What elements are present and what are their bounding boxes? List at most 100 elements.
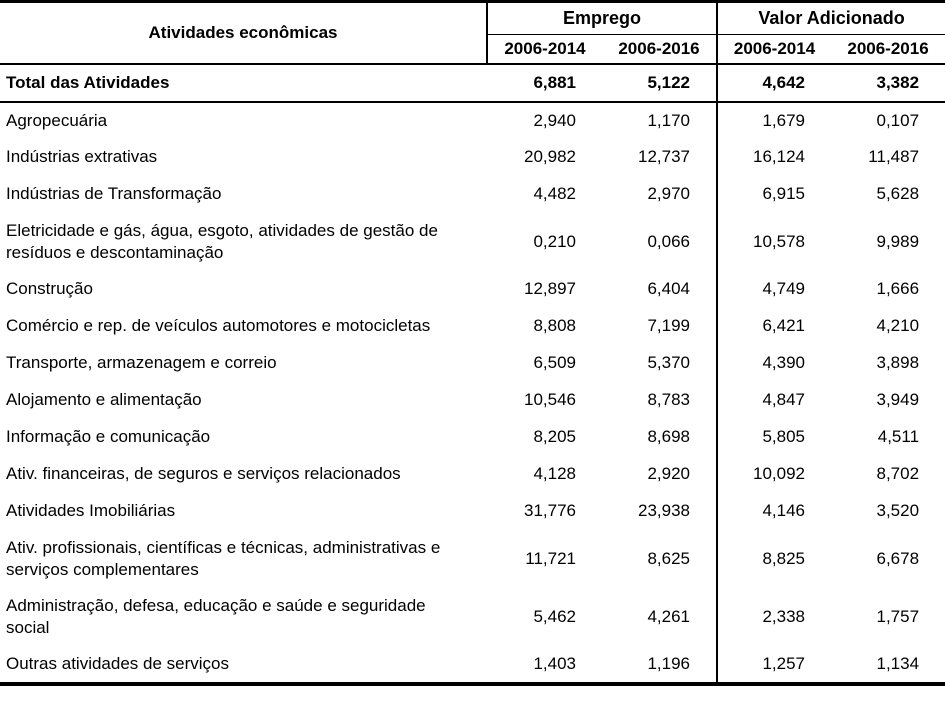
value-cell: 4,210	[876, 316, 920, 335]
value-cell: 1,403	[533, 653, 576, 673]
table-row: Indústrias de Transformação 4,482 2,970 …	[0, 175, 945, 213]
row-label: Comércio e rep. de veículos automotores …	[6, 316, 431, 335]
group-header-row: Atividades econômicas Emprego Valor Adic…	[0, 1, 945, 65]
row-label: Construção	[6, 279, 93, 298]
value-cell: 4,642	[716, 63, 832, 103]
value-cell: 0,066	[647, 231, 691, 251]
value-cell: 4,390	[716, 344, 832, 382]
row-label: Eletricidade e gás, água, esgoto, ativid…	[6, 220, 438, 262]
row-label: Total das Atividades	[0, 63, 487, 103]
value-cell: 12,897	[524, 279, 576, 298]
table-row: Outras atividades de serviços 1,403 1,19…	[0, 645, 945, 684]
value-cell: 1,134	[876, 653, 920, 673]
table-row: Transporte, armazenagem e correio 6,509 …	[0, 344, 945, 382]
value-cell: 3,382	[831, 63, 945, 103]
value-cell: 8,783	[647, 390, 691, 409]
table-row: Construção 12,897 6,404 4,749 1,666	[0, 270, 945, 308]
total-row: Total das Atividades 6,881 5,122 4,642 3…	[0, 63, 945, 103]
value-cell: 20,982	[524, 147, 576, 166]
table-row: Atividades Imobiliárias 31,776 23,938 4,…	[0, 492, 945, 530]
value-cell: 3,520	[876, 501, 920, 520]
table-row: Eletricidade e gás, água, esgoto, ativid…	[0, 212, 945, 271]
value-cell: 8,698	[647, 427, 691, 446]
value-cell: 5,628	[876, 184, 920, 203]
value-cell: 8,625	[647, 548, 691, 568]
value-cell: 4,146	[716, 492, 832, 530]
value-cell: 31,776	[524, 501, 576, 520]
activities-column-header: Atividades econômicas	[0, 1, 487, 65]
value-cell: 1,679	[716, 101, 832, 139]
row-label: Outras atividades de serviços	[6, 653, 229, 673]
value-cell: 10,546	[524, 390, 576, 409]
row-label: Informação e comunicação	[6, 427, 211, 446]
value-cell: 6,421	[716, 307, 832, 345]
table-row: Ativ. financeiras, de seguros e serviços…	[0, 455, 945, 493]
row-label: Transporte, armazenagem e correio	[6, 353, 277, 372]
period-header-emprego-2006-2014: 2006-2014	[486, 34, 602, 65]
value-cell: 3,898	[876, 353, 920, 372]
table-row: Ativ. profissionais, científicas e técni…	[0, 529, 945, 588]
value-cell: 23,938	[638, 501, 691, 520]
table-header: Atividades econômicas Emprego Valor Adic…	[0, 1, 945, 65]
value-cell: 6,678	[876, 548, 920, 568]
value-cell: 5,370	[647, 353, 691, 372]
table-row: Indústrias extrativas 20,982 12,737 16,1…	[0, 138, 945, 176]
table-row: Administração, defesa, educação e saúde …	[0, 587, 945, 646]
value-cell: 1,196	[647, 653, 691, 673]
row-label: Ativ. profissionais, científicas e técni…	[6, 537, 441, 579]
value-cell: 10,092	[716, 455, 832, 493]
value-cell: 4,847	[716, 381, 832, 419]
value-cell: 8,825	[716, 529, 832, 588]
value-cell: 3,949	[876, 390, 920, 409]
value-cell: 1,666	[876, 279, 920, 298]
value-cell: 7,199	[647, 316, 691, 335]
value-cell: 1,170	[647, 110, 691, 130]
row-label: Administração, defesa, educação e saúde …	[6, 595, 426, 637]
value-cell: 5,805	[716, 418, 832, 456]
period-header-row: 2006-2014 2006-2016 2006-2014 2006-2016	[0, 34, 945, 65]
row-label: Atividades Imobiliárias	[6, 501, 176, 520]
value-cell: 8,702	[876, 464, 920, 483]
group-header-emprego: Emprego	[485, 1, 718, 35]
value-cell: 8,205	[533, 427, 576, 446]
period-header-valor-2006-2016: 2006-2016	[831, 34, 945, 65]
value-cell: 1,757	[876, 606, 920, 626]
value-cell: 16,124	[716, 138, 832, 176]
economic-activities-table: Atividades econômicas Emprego Valor Adic…	[0, 0, 945, 686]
value-cell: 8,808	[533, 316, 576, 335]
value-cell: 2,920	[647, 464, 691, 483]
row-label: Indústrias extrativas	[6, 147, 158, 166]
value-cell: 4,749	[716, 270, 832, 308]
value-cell: 0,210	[533, 231, 576, 251]
value-cell: 2,338	[716, 587, 832, 646]
value-cell: 6,915	[716, 175, 832, 213]
table-row: Informação e comunicação 8,205 8,698 5,8…	[0, 418, 945, 456]
value-cell: 4,511	[877, 427, 920, 446]
value-cell: 6,404	[647, 279, 691, 298]
value-cell: 2,970	[647, 184, 691, 203]
value-cell: 4,128	[533, 464, 576, 483]
row-label: Agropecuária	[6, 110, 108, 130]
value-cell: 10,578	[716, 212, 832, 271]
value-cell: 5,462	[533, 606, 576, 626]
row-label: Alojamento e alimentação	[6, 390, 202, 409]
value-cell: 1,257	[716, 645, 832, 684]
table-row: Comércio e rep. de veículos automotores …	[0, 307, 945, 345]
group-header-valor-adicionado: Valor Adicionado	[716, 1, 945, 35]
table-row: Agropecuária 2,940 1,170 1,679 0,107	[0, 101, 945, 139]
value-cell: 11,487	[868, 147, 920, 166]
value-cell: 9,989	[876, 231, 920, 251]
value-cell: 5,122	[602, 63, 718, 103]
value-cell: 11,721	[525, 548, 576, 568]
value-cell: 2,940	[533, 110, 576, 130]
table-row: Alojamento e alimentação 10,546 8,783 4,…	[0, 381, 945, 419]
table-body: Total das Atividades 6,881 5,122 4,642 3…	[0, 63, 945, 684]
value-cell: 4,261	[647, 606, 691, 626]
row-label: Ativ. financeiras, de seguros e serviços…	[6, 464, 401, 483]
value-cell: 6,881	[487, 63, 602, 103]
value-cell: 12,737	[638, 147, 691, 166]
period-header-emprego-2006-2016: 2006-2016	[602, 34, 718, 65]
value-cell: 0,107	[876, 110, 920, 130]
period-header-valor-2006-2014: 2006-2014	[716, 34, 832, 65]
value-cell: 6,509	[533, 353, 576, 372]
